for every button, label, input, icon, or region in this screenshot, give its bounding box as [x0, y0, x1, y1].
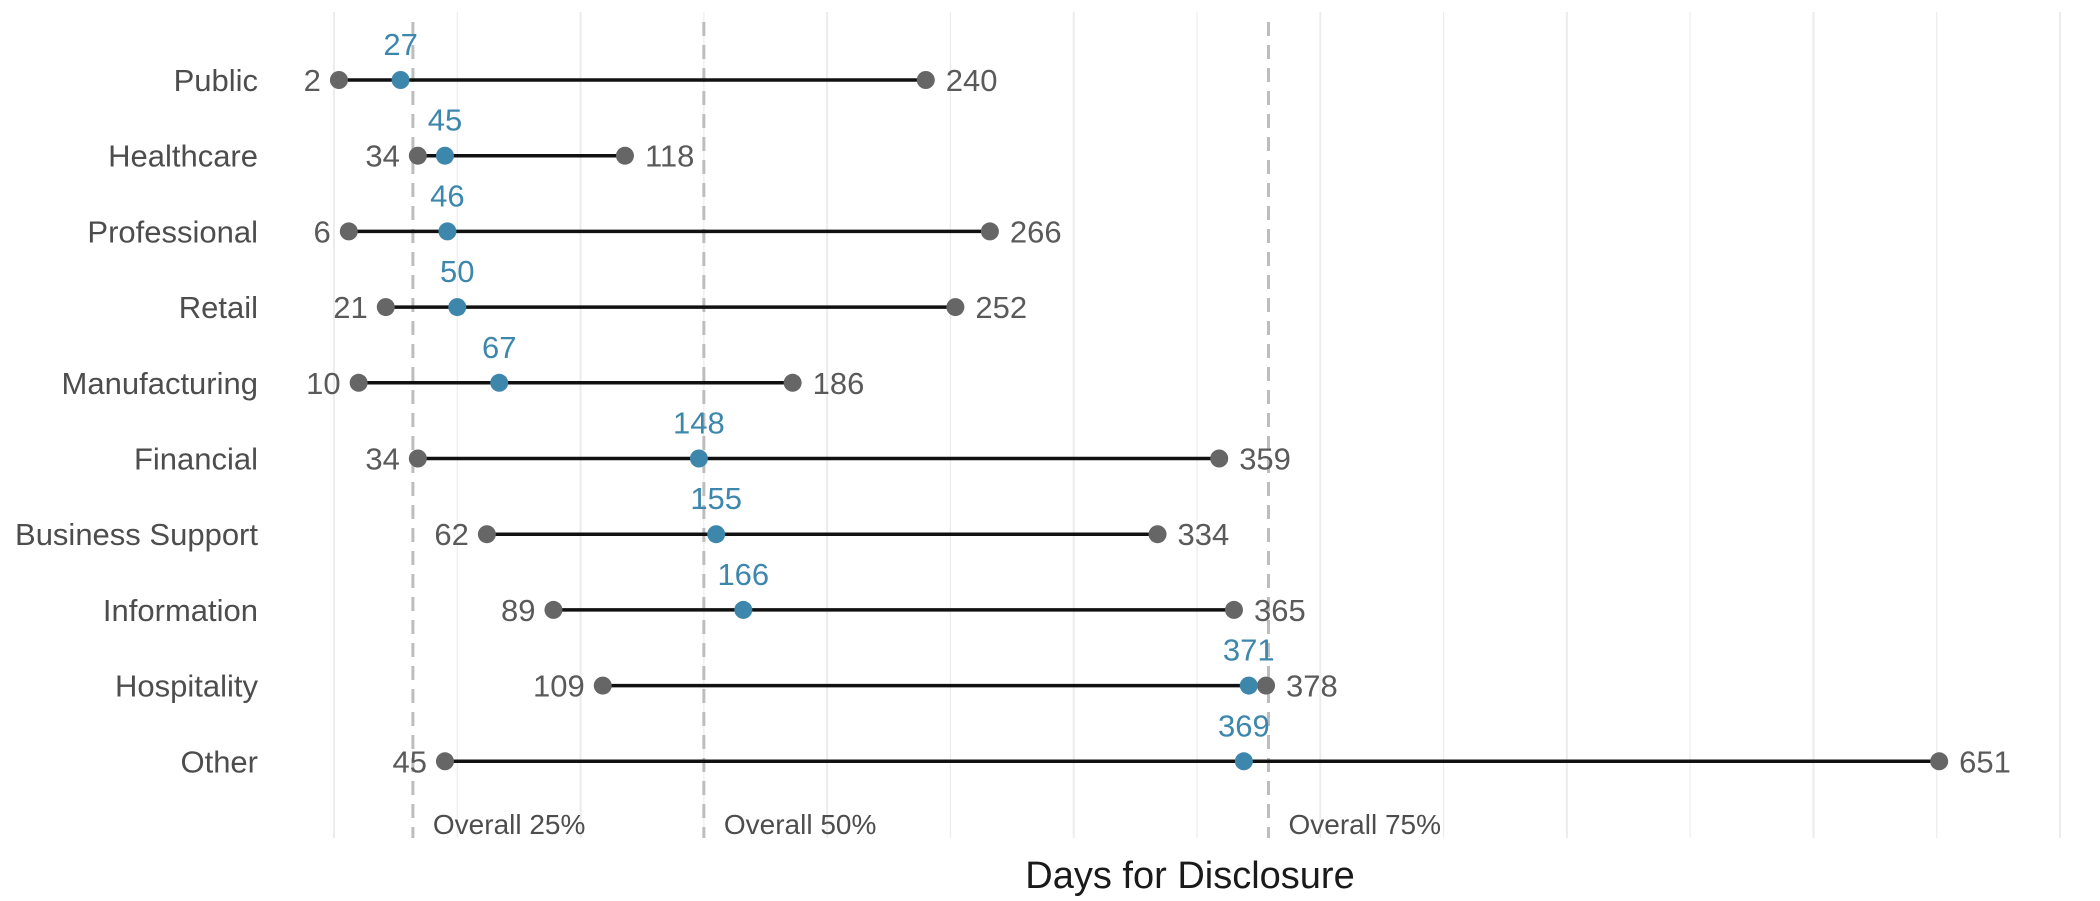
max-value-label: 186	[813, 366, 865, 401]
max-value-label: 266	[1010, 214, 1062, 249]
min-value-label: 45	[392, 744, 426, 779]
chart-row: Manufacturing 10 186 67	[62, 330, 865, 401]
max-point	[1148, 525, 1167, 544]
max-value-label: 365	[1254, 593, 1306, 628]
category-label: Hospitality	[115, 669, 258, 704]
chart-row: Healthcare 34 118 45	[108, 103, 694, 174]
min-point	[408, 146, 427, 165]
max-value-label: 252	[975, 290, 1027, 325]
median-value-label: 166	[717, 557, 769, 592]
reference-line-label: Overall 50%	[724, 809, 877, 840]
min-value-label: 34	[365, 442, 399, 477]
chart-row: Other 45 651 369	[180, 708, 2010, 779]
median-value-label: 45	[428, 103, 462, 138]
chart-row: Public 2 240 27	[174, 27, 998, 98]
min-point	[329, 71, 348, 89]
median-value-label: 67	[482, 330, 516, 365]
max-point	[1210, 449, 1229, 468]
category-label: Business Support	[15, 517, 258, 552]
min-point	[544, 600, 563, 619]
category-label: Financial	[134, 442, 258, 477]
max-value-label: 651	[1959, 744, 2011, 779]
min-value-label: 89	[501, 593, 535, 628]
max-point	[916, 71, 935, 89]
category-label: Healthcare	[108, 139, 258, 174]
median-point	[438, 222, 457, 241]
min-point	[435, 752, 454, 771]
min-point	[339, 222, 358, 241]
median-point	[391, 71, 410, 89]
min-point	[376, 298, 395, 317]
chart-row: Professional 6 266 46	[87, 178, 1061, 249]
data-rows: Public 2 240 27 Healthcare 34 118 45 Professiona…	[15, 27, 2011, 779]
chart-row: Information 89 365 166	[103, 557, 1306, 628]
median-value-label: 148	[673, 406, 725, 441]
median-value-label: 50	[440, 254, 474, 289]
x-axis-title: Days for Disclosure	[1025, 855, 1354, 897]
median-point	[734, 600, 753, 619]
category-label: Professional	[87, 214, 258, 249]
min-point	[408, 449, 427, 468]
min-value-label: 21	[333, 290, 367, 325]
min-point	[477, 525, 496, 544]
min-point	[593, 676, 612, 695]
median-value-label: 46	[430, 178, 464, 213]
min-value-label: 6	[314, 214, 331, 249]
max-point	[980, 222, 999, 241]
max-point	[615, 146, 634, 165]
min-value-label: 10	[306, 366, 340, 401]
median-point	[1239, 676, 1258, 695]
median-point	[1234, 752, 1253, 771]
median-value-label: 371	[1223, 633, 1275, 668]
chart-row: Business Support 62 334 155	[15, 481, 1229, 552]
max-value-label: 334	[1178, 517, 1230, 552]
min-value-label: 34	[365, 139, 399, 174]
category-label: Other	[180, 744, 258, 779]
median-point	[435, 146, 454, 165]
chart-row: Retail 21 252 50	[179, 254, 1027, 325]
grid-lines	[333, 12, 2061, 838]
reference-lines: Overall 25% Overall 50% Overall 75%	[411, 22, 1442, 840]
median-point	[689, 449, 708, 468]
min-value-label: 2	[304, 63, 321, 98]
category-label: Information	[103, 593, 258, 628]
median-value-label: 155	[690, 481, 742, 516]
median-point	[490, 373, 509, 392]
min-point	[349, 373, 368, 392]
max-value-label: 240	[946, 63, 998, 98]
chart-row: Financial 34 359 148	[134, 406, 1291, 477]
chart-row: Hospitality 109 378 371	[115, 633, 1338, 704]
min-value-label: 62	[434, 517, 468, 552]
max-value-label: 378	[1286, 669, 1338, 704]
category-label: Public	[174, 63, 258, 98]
max-point	[1257, 676, 1276, 695]
category-label: Retail	[179, 290, 258, 325]
max-value-label: 359	[1239, 442, 1291, 477]
min-value-label: 109	[533, 669, 585, 704]
reference-line-label: Overall 75%	[1289, 809, 1442, 840]
category-label: Manufacturing	[62, 366, 258, 401]
max-point	[1930, 752, 1949, 771]
median-value-label: 369	[1218, 708, 1270, 743]
max-value-label: 118	[645, 139, 694, 174]
median-point	[707, 525, 726, 544]
max-point	[946, 298, 965, 317]
median-value-label: 27	[383, 27, 417, 62]
reference-line-label: Overall 25%	[433, 809, 586, 840]
max-point	[1224, 600, 1243, 619]
median-point	[448, 298, 467, 317]
max-point	[783, 373, 802, 392]
